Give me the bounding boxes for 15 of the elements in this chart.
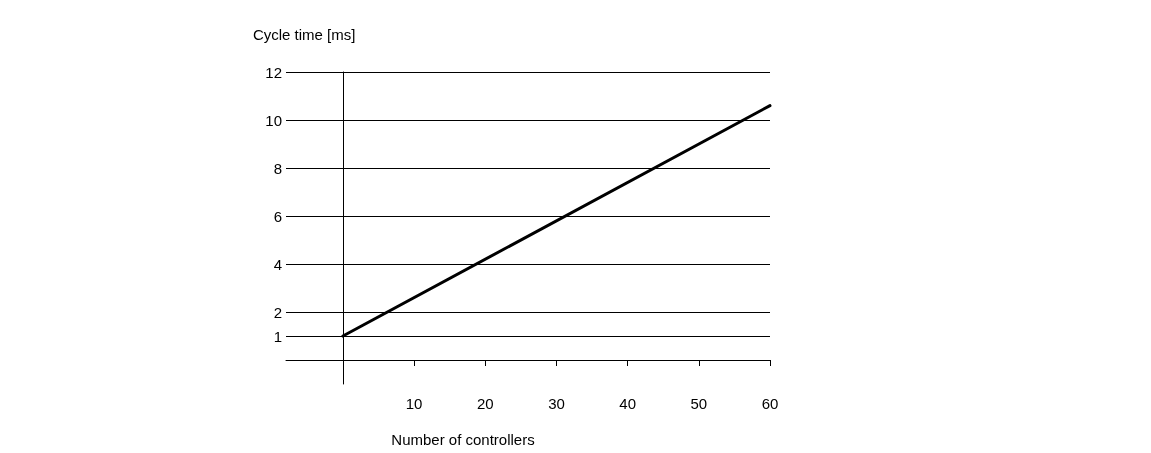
y-axis-title: Cycle time [ms]	[252, 26, 356, 43]
x-tick-label: 50	[690, 395, 708, 412]
x-tick-label: 10	[405, 395, 423, 412]
y-tick-label: 1	[273, 327, 282, 345]
x-tick-label: 20	[476, 395, 494, 412]
y-tick-label: 2	[273, 303, 282, 321]
y-tick-label: 6	[273, 207, 282, 225]
y-tick-label: 8	[273, 159, 282, 177]
y-tick-label: 10	[265, 111, 282, 129]
y-tick-label: 4	[273, 255, 282, 273]
y-tick-label: 12	[265, 63, 282, 81]
x-tick-label: 40	[619, 395, 636, 412]
x-axis-title: Number of controllers	[391, 431, 535, 448]
x-tick-label: 30	[548, 395, 565, 412]
x-tick-label: 60	[761, 395, 779, 412]
